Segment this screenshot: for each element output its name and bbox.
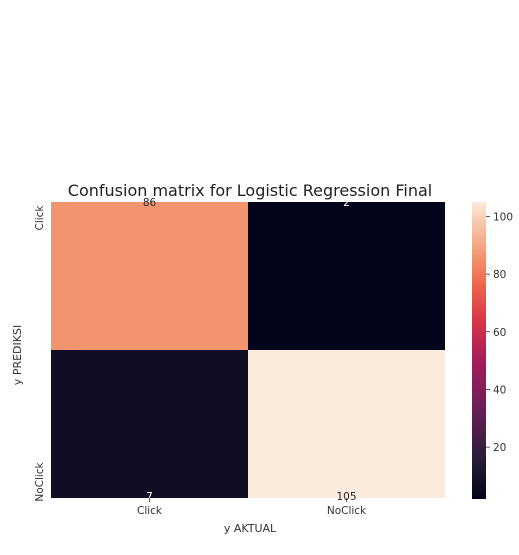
cell-value-label: 2 xyxy=(343,197,350,209)
heatmap-cells xyxy=(51,202,445,498)
colorbar xyxy=(472,202,486,499)
cell-value-label: 86 xyxy=(143,197,157,209)
x-tick-label: Click xyxy=(137,505,163,517)
x-axis-label: y AKTUAL xyxy=(224,522,277,535)
colorbar-tick-label: 60 xyxy=(493,327,506,339)
heatmap-cell xyxy=(51,350,248,498)
x-tick-label: NoClick xyxy=(327,505,367,517)
chart-title: Confusion matrix for Logistic Regression… xyxy=(68,181,432,200)
colorbar-tick-label: 100 xyxy=(493,211,513,223)
y-axis-label: y PREDIKSI xyxy=(11,325,24,385)
y-tick-label: Click xyxy=(34,205,46,231)
confusion-matrix-chart: Confusion matrix for Logistic Regression… xyxy=(0,170,519,555)
colorbar-tick-label: 40 xyxy=(493,384,506,396)
heatmap-cell xyxy=(51,202,248,350)
y-tick-label: NoClick xyxy=(34,461,46,501)
heatmap-cell xyxy=(248,202,445,350)
colorbar-ticks: 20 40 60 80 100 xyxy=(486,211,513,454)
heatmap-cell xyxy=(248,350,445,498)
colorbar-tick-label: 20 xyxy=(493,442,506,454)
colorbar-tick-label: 80 xyxy=(493,269,506,281)
